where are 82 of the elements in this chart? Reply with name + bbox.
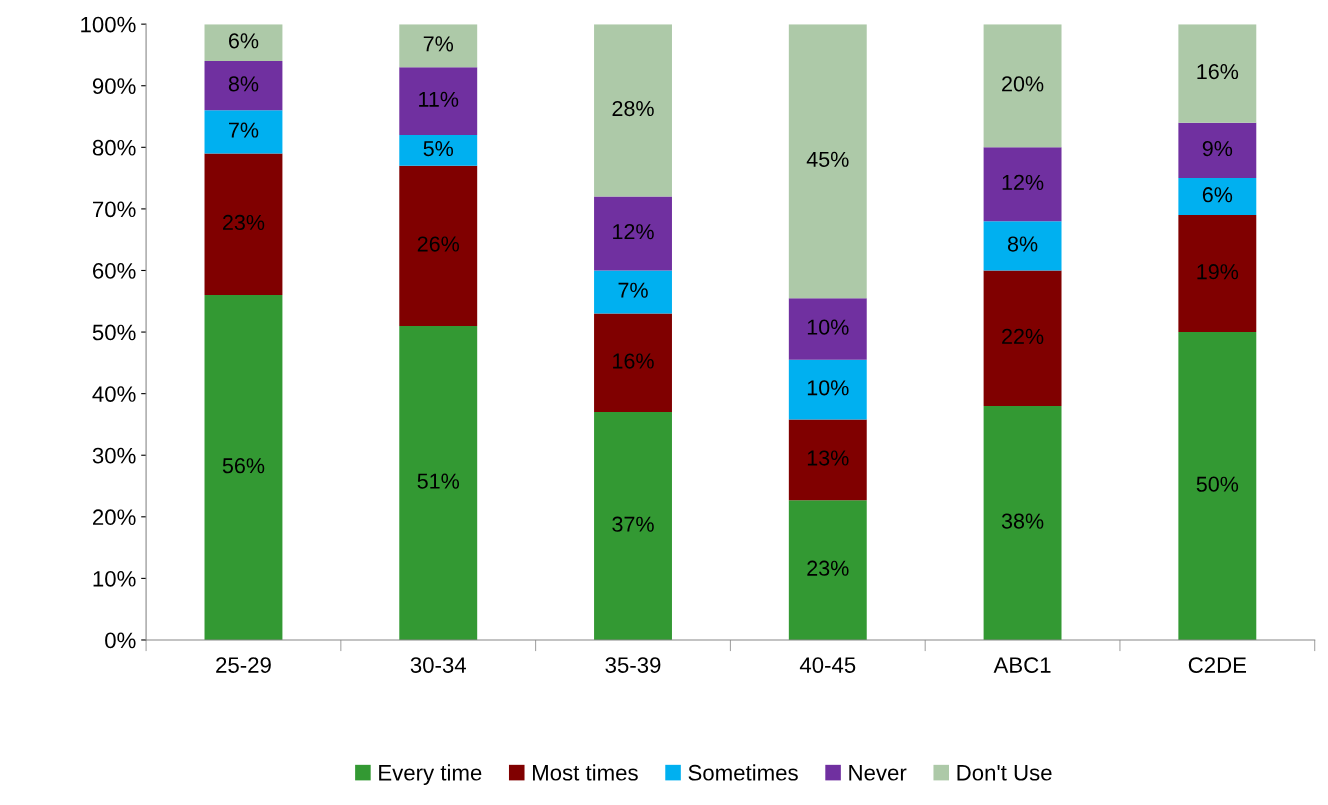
bar (788, 298, 867, 360)
data-label: 7% (618, 282, 648, 298)
data-label: 38% (1001, 513, 1044, 529)
bar (1178, 332, 1257, 640)
data-label: 12% (613, 224, 654, 240)
bar (788, 419, 867, 501)
data-label: 16% (1197, 63, 1239, 80)
data-label: 12% (1002, 174, 1044, 190)
data-label: 22% (1002, 328, 1044, 344)
y-tick-label: 10% (93, 570, 136, 587)
bar (1178, 122, 1257, 179)
bar (399, 325, 478, 640)
y-tick-label: 100% (81, 16, 136, 33)
x-tick-label: C2DE (1188, 657, 1247, 673)
legend-label: Every time (379, 764, 482, 785)
y-tick-label: 40% (92, 386, 136, 402)
y-tick-label: 90% (92, 78, 136, 94)
data-label: 5% (423, 141, 454, 157)
bar (788, 24, 867, 299)
data-label: 23% (807, 560, 849, 576)
bar (399, 24, 478, 68)
x-tick-label: 25-29 (216, 657, 271, 673)
y-tick-label: 80% (92, 139, 136, 156)
bar (1178, 178, 1257, 216)
legend-label: Most times (533, 764, 638, 781)
y-tick-label: 20% (93, 509, 136, 526)
bar (1178, 215, 1257, 333)
bar (204, 295, 283, 640)
bar (594, 196, 672, 271)
legend-label: Sometimes (688, 764, 798, 781)
data-label: 23% (223, 214, 265, 231)
data-label: 28% (612, 100, 654, 117)
data-label: 19% (1197, 264, 1239, 280)
x-tick-label: 30-34 (410, 657, 467, 673)
y-tick-label: 50% (92, 324, 136, 341)
data-label: 16% (613, 353, 654, 369)
bar (788, 359, 867, 420)
data-label: 6% (1202, 187, 1233, 203)
y-tick-label: 60% (93, 263, 136, 279)
bar (399, 135, 478, 166)
y-tick-label: 30% (92, 447, 136, 464)
data-label: 8% (228, 76, 259, 92)
y-tick-label: 0% (105, 632, 136, 649)
bar (399, 165, 478, 326)
data-label: 51% (417, 473, 460, 489)
bar (594, 24, 672, 197)
bar (788, 500, 867, 640)
data-label: 10% (807, 319, 849, 335)
data-label: 11% (419, 91, 459, 107)
bar (204, 153, 283, 296)
data-label: 6% (229, 33, 259, 49)
data-label: 26% (417, 236, 460, 252)
data-label: 8% (1007, 236, 1038, 252)
data-label: 50% (1196, 476, 1239, 492)
bar (594, 270, 672, 314)
x-tick-label: 35-39 (605, 657, 661, 673)
data-label: 7% (229, 122, 259, 138)
data-label: 10% (807, 380, 849, 396)
data-label: 9% (1202, 140, 1233, 157)
data-label: 45% (806, 151, 849, 167)
bar (204, 110, 283, 154)
x-tick-label: 40-45 (799, 657, 856, 673)
bar (204, 24, 283, 62)
bar (983, 405, 1062, 640)
bar (983, 24, 1062, 148)
data-label: 20% (1002, 76, 1044, 92)
bar (594, 412, 672, 640)
data-label: 37% (612, 516, 654, 532)
bar (983, 221, 1062, 271)
legend-label: Don't Use (957, 765, 1052, 781)
x-tick-label: ABC1 (993, 657, 1051, 673)
bar (983, 270, 1062, 406)
bar (204, 61, 283, 111)
bar (1178, 24, 1257, 123)
legend-label: Never (849, 765, 907, 781)
bar (983, 147, 1062, 222)
bar (594, 313, 672, 413)
data-label: 56% (222, 458, 265, 474)
data-label: 13% (807, 450, 849, 466)
data-label: 7% (423, 36, 454, 52)
bar (399, 67, 478, 135)
y-tick-label: 70% (93, 201, 136, 218)
